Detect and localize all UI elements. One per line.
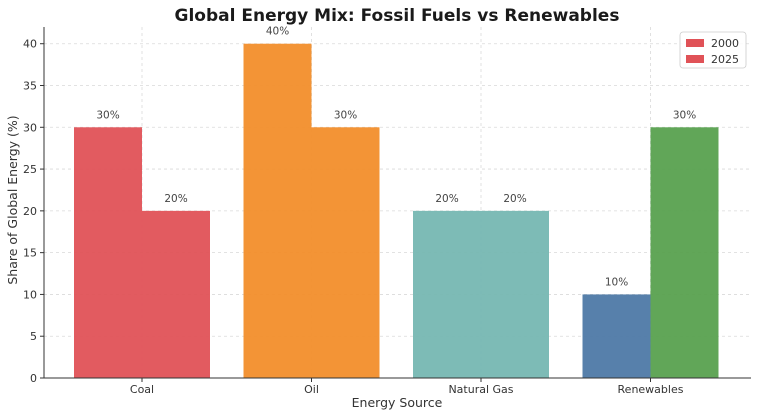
bars <box>74 43 719 379</box>
bar-natural-gas-2025 <box>481 210 549 378</box>
bar-oil-2000 <box>243 43 312 378</box>
bar-coal-2000 <box>74 127 142 379</box>
bar-data-label: 30% <box>96 109 119 121</box>
bar-renewables-2025 <box>650 127 719 379</box>
legend-swatch <box>686 39 704 47</box>
y-tick-label: 30 <box>23 121 37 134</box>
y-tick-label: 40 <box>23 38 37 51</box>
y-axis-label: Share of Global Energy (%) <box>5 115 20 284</box>
y-tick-label: 5 <box>30 330 37 343</box>
bar-data-label: 20% <box>435 193 458 205</box>
chart-title: Global Energy Mix: Fossil Fuels vs Renew… <box>175 6 620 26</box>
data-labels: 30% 40% 20% 10% 20% 30% 20% 30% <box>96 26 696 289</box>
legend-entry: 2025 <box>711 53 739 66</box>
bar-data-label: 10% <box>605 276 628 288</box>
bar-oil-2025 <box>311 127 380 379</box>
x-tick-label: Renewables <box>618 383 684 396</box>
bar-data-label: 40% <box>266 26 289 38</box>
bar-data-label: 20% <box>503 193 526 205</box>
y-tick-label: 35 <box>23 80 37 93</box>
x-tick-label: Oil <box>304 383 319 396</box>
y-tick-label: 20 <box>23 205 37 218</box>
legend-entry: 2000 <box>711 37 739 50</box>
legend-swatch <box>686 55 704 63</box>
x-tick-label: Coal <box>130 383 154 396</box>
x-tick-label: Natural Gas <box>448 383 513 396</box>
bar-coal-2025 <box>142 210 210 378</box>
bar-data-label: 20% <box>164 193 187 205</box>
y-tick-label: 15 <box>23 247 37 260</box>
y-tick-label: 10 <box>23 288 37 301</box>
bar-natural-gas-2000 <box>413 210 481 378</box>
legend: 2000 2025 <box>679 31 747 69</box>
y-tick-label: 25 <box>23 163 37 176</box>
y-tick-label: 0 <box>30 372 37 385</box>
bar-data-label: 30% <box>334 109 357 121</box>
x-axis-label: Energy Source <box>352 395 443 410</box>
bar-data-label: 30% <box>673 109 696 121</box>
bar-renewables-2000 <box>582 294 651 378</box>
